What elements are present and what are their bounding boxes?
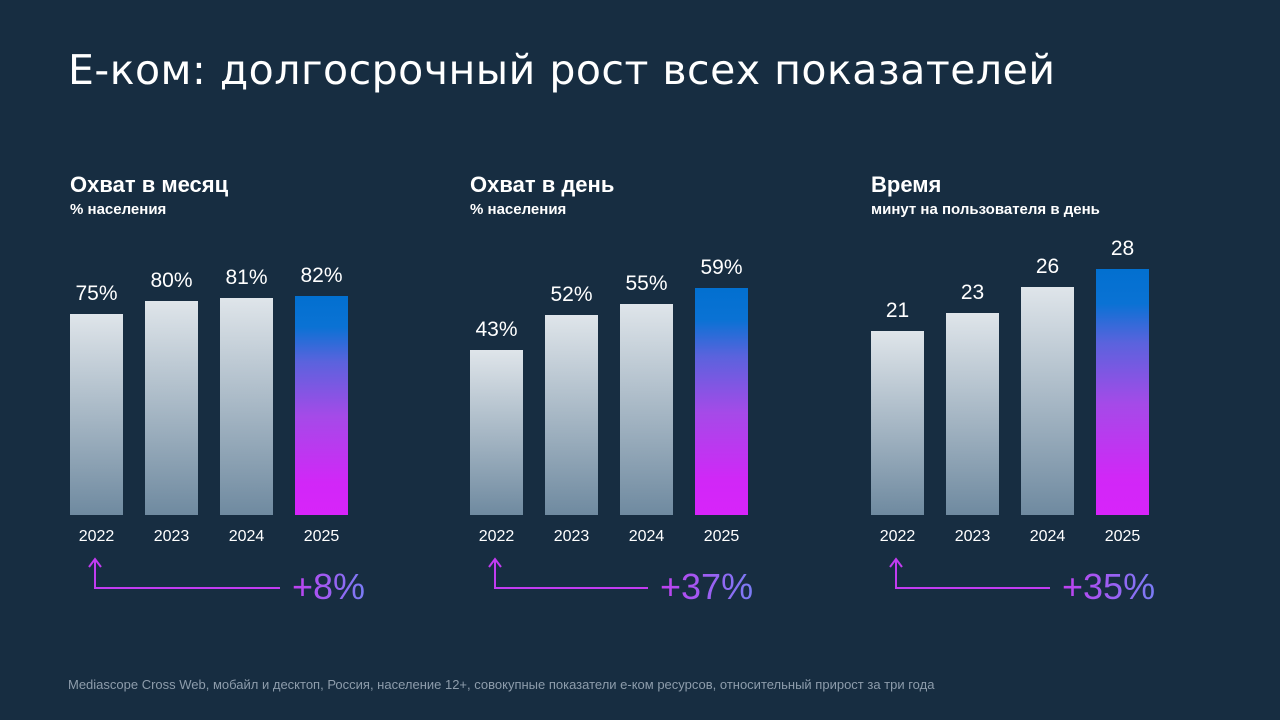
x-tick-label: 2024 bbox=[628, 528, 665, 545]
growth-arrow-icon bbox=[889, 557, 1050, 589]
source-footnote: Mediascope Cross Web, мобайл и десктоп, … bbox=[68, 677, 935, 692]
chart-title: Охват в день bbox=[470, 172, 615, 197]
data-label: 23 bbox=[960, 280, 985, 304]
growth-value: +35% bbox=[1062, 566, 1156, 607]
x-tick-label: 2022 bbox=[478, 528, 515, 545]
x-tick-label: 2023 bbox=[153, 528, 190, 545]
data-label: 43% bbox=[475, 317, 518, 341]
bar-2024 bbox=[220, 298, 273, 515]
bar-chart-3: Время минут на пользователя в день 21 2022… bbox=[871, 0, 1251, 720]
bar-chart-1: Охват в месяц % населения 75% 2022 80% 2023 8… bbox=[70, 0, 450, 720]
growth-arrow-icon bbox=[88, 557, 280, 589]
bar-2022 bbox=[871, 330, 924, 515]
bar-2022 bbox=[470, 349, 523, 515]
bar-2025 bbox=[1096, 269, 1149, 515]
bar-2022 bbox=[70, 314, 123, 515]
bar-2023 bbox=[946, 312, 999, 515]
x-tick-label: 2024 bbox=[1029, 528, 1066, 545]
x-tick-label: 2025 bbox=[1104, 528, 1141, 545]
chart-subtitle: % населения bbox=[70, 201, 167, 218]
data-label: 75% bbox=[75, 282, 118, 306]
growth-value: +8% bbox=[292, 566, 366, 607]
bar-2024 bbox=[620, 303, 673, 515]
data-label: 59% bbox=[700, 256, 743, 280]
bar-2025 bbox=[695, 288, 748, 515]
x-tick-label: 2025 bbox=[303, 528, 340, 545]
bar-2023 bbox=[545, 315, 598, 515]
bar-2025 bbox=[295, 295, 348, 515]
data-label: 28 bbox=[1110, 237, 1135, 260]
data-label: 21 bbox=[885, 298, 910, 322]
data-label: 55% bbox=[625, 271, 668, 295]
data-label: 81% bbox=[225, 266, 268, 290]
x-tick-label: 2023 bbox=[954, 528, 991, 545]
x-tick-label: 2023 bbox=[553, 528, 590, 545]
x-tick-label: 2024 bbox=[228, 528, 265, 545]
data-label: 26 bbox=[1035, 254, 1060, 278]
chart-title: Охват в месяц bbox=[70, 172, 229, 197]
data-label: 52% bbox=[550, 283, 593, 307]
bar-2023 bbox=[145, 301, 198, 515]
bar-2024 bbox=[1021, 286, 1074, 515]
chart-subtitle: % населения bbox=[470, 201, 567, 218]
chart-title: Время bbox=[871, 172, 942, 197]
page-title: Е-ком: долгосрочный рост всех показателе… bbox=[68, 46, 1056, 94]
bar-chart-2: Охват в день % населения 43% 2022 52% 2023 55… bbox=[470, 0, 850, 720]
growth-arrow-icon bbox=[488, 557, 648, 589]
x-tick-label: 2022 bbox=[78, 528, 115, 545]
data-label: 82% bbox=[300, 263, 343, 287]
x-tick-label: 2022 bbox=[879, 528, 916, 545]
chart-subtitle: минут на пользователя в день bbox=[871, 201, 1100, 218]
growth-value: +37% bbox=[660, 566, 754, 607]
data-label: 80% bbox=[150, 269, 193, 293]
x-tick-label: 2025 bbox=[703, 528, 740, 545]
